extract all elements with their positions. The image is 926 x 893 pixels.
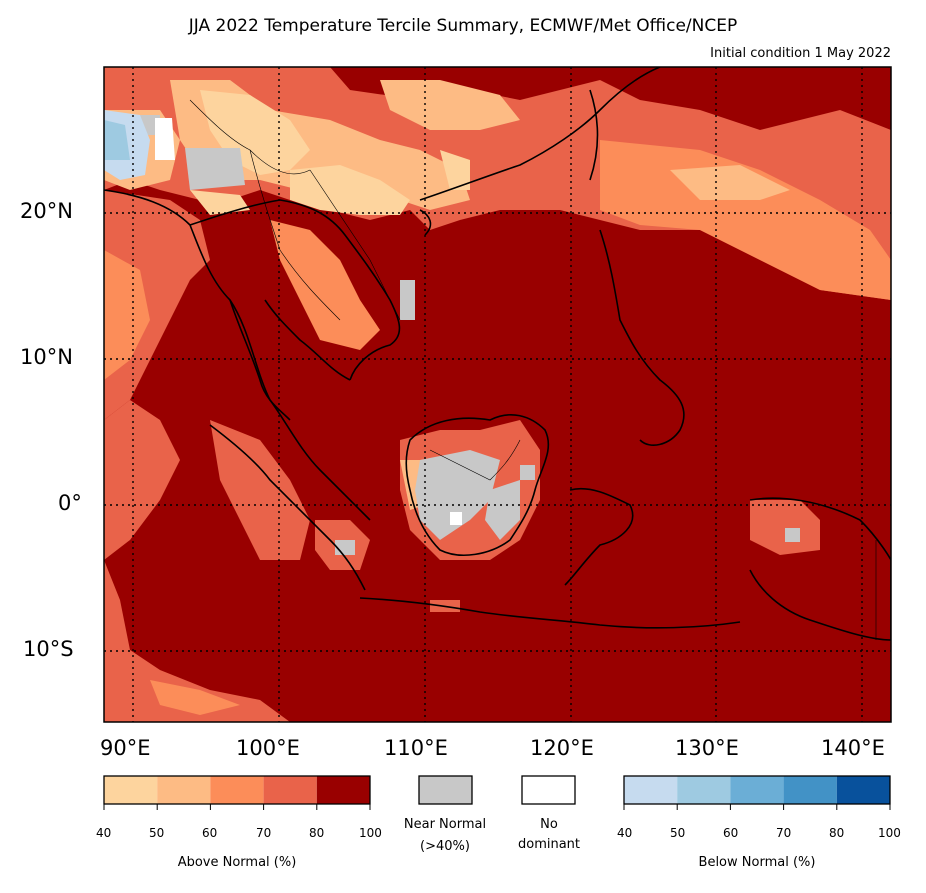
map-subtitle: Initial condition 1 May 2022 [710, 46, 891, 61]
lat-label-20n: 20°N [20, 199, 73, 223]
lon-label-130e: 130°E [675, 736, 739, 760]
above-tick-100: 100 [359, 826, 382, 840]
lon-label-90e: 90°E [100, 736, 151, 760]
lon-label-120e: 120°E [530, 736, 594, 760]
above-bar-segment-3 [263, 776, 317, 804]
near-normal-caption-1: Near Normal [403, 817, 487, 832]
below-tick-70: 70 [776, 826, 792, 840]
field-no-dominant [155, 118, 462, 525]
below-tick-40: 40 [617, 826, 633, 840]
colorbar-above-normal [103, 775, 371, 810]
colorbar-below-normal [623, 775, 891, 810]
near-normal-caption-2: (>40%) [420, 839, 470, 854]
lat-label-10s: 10°S [23, 637, 74, 661]
below-bar-border [623, 775, 891, 805]
above-normal-caption: Above Normal (%) [177, 855, 297, 870]
near-normal-swatch [418, 775, 473, 805]
above-tick-70: 70 [256, 826, 272, 840]
lon-label-140e: 140°E [821, 736, 885, 760]
no-dominant-caption-2: dominant [517, 837, 581, 852]
below-normal-caption: Below Normal (%) [698, 855, 816, 870]
above-bar-segment-1 [157, 776, 211, 804]
field-below-normal [104, 110, 150, 180]
above-tick-60: 60 [202, 826, 218, 840]
lon-label-100e: 100°E [236, 736, 300, 760]
above-bar-segment-0 [104, 776, 158, 804]
above-bar-border [103, 775, 371, 805]
above-bar-segment-4 [316, 776, 370, 804]
lat-label-10n: 10°N [20, 345, 73, 369]
country-borders [189, 99, 877, 640]
below-tick-60: 60 [723, 826, 739, 840]
no-dominant-swatch [521, 775, 576, 805]
no-dominant-caption-1: No [540, 817, 558, 832]
below-tick-80: 80 [829, 826, 845, 840]
map-area [104, 67, 891, 722]
below-tick-50: 50 [670, 826, 686, 840]
above-tick-40: 40 [96, 826, 112, 840]
map-frame [103, 66, 892, 723]
above-tick-50: 50 [149, 826, 165, 840]
above-bar-segment-2 [210, 776, 264, 804]
coastlines [104, 67, 891, 641]
field-above-60-70 [104, 140, 891, 715]
lat-label-equator: 0° [58, 491, 82, 515]
below-bar-segment-3 [783, 776, 837, 804]
below-bar-segment-1 [677, 776, 731, 804]
below-bar-segment-0 [624, 776, 678, 804]
graticule [104, 67, 891, 722]
above-tick-80: 80 [309, 826, 325, 840]
below-tick-100: 100 [878, 826, 901, 840]
below-bar-segment-2 [730, 776, 784, 804]
lon-label-110e: 110°E [384, 736, 448, 760]
map-title: JJA 2022 Temperature Tercile Summary, EC… [188, 16, 738, 36]
below-bar-segment-4 [836, 776, 890, 804]
